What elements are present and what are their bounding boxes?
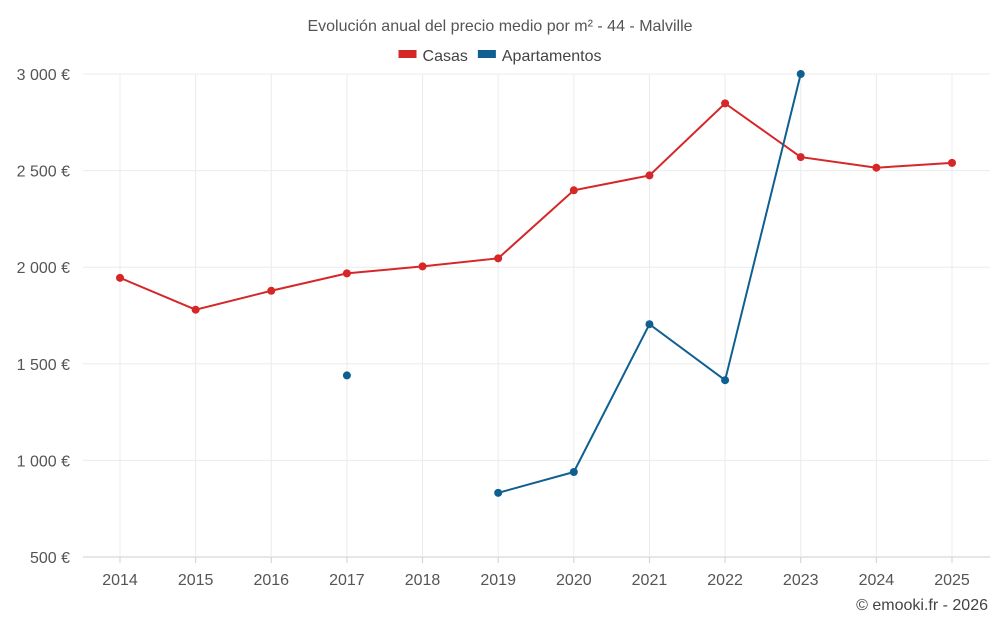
x-tick-label: 2021 — [632, 572, 668, 589]
x-tick-label: 2016 — [253, 572, 289, 589]
legend-swatch-casas — [398, 50, 417, 58]
data-point-casas[interactable] — [645, 171, 654, 180]
x-tick-label: 2022 — [707, 572, 743, 589]
series-layer — [116, 70, 956, 497]
data-point-casas[interactable] — [569, 186, 578, 195]
y-tick-label: 1 500 € — [17, 357, 70, 374]
chart-title: Evolución anual del precio medio por m² … — [307, 18, 692, 35]
data-point-casas[interactable] — [418, 262, 427, 271]
y-axis: 500 € 1 000 € 1 500 € 2 000 € 2 500 € 3 000 € — [17, 67, 70, 567]
data-point-casas[interactable] — [494, 254, 503, 263]
data-point-apartamentos[interactable] — [494, 488, 503, 497]
data-point-apartamentos[interactable] — [645, 320, 654, 329]
legend-label-casas[interactable]: Casas — [423, 48, 468, 65]
data-point-casas[interactable] — [948, 158, 956, 167]
y-tick-label: 500 € — [30, 550, 70, 567]
data-point-casas[interactable] — [191, 305, 200, 314]
series-line-casas — [119, 102, 953, 311]
x-tick-label: 2019 — [480, 572, 516, 589]
x-tick-label: 2017 — [329, 572, 365, 589]
x-tick-label: 2015 — [178, 572, 214, 589]
y-tick-label: 2 500 € — [17, 164, 70, 181]
data-point-casas[interactable] — [872, 163, 881, 172]
legend: Casas Apartamentos — [398, 48, 602, 65]
legend-label-apartamentos[interactable]: Apartamentos — [502, 48, 602, 65]
x-tick-label: 2024 — [859, 572, 895, 589]
grid — [83, 73, 990, 558]
x-tick-label: 2025 — [934, 572, 970, 589]
data-point-apartamentos[interactable] — [342, 371, 351, 380]
x-tick-label: 2014 — [102, 572, 138, 589]
y-tick-label: 1 000 € — [17, 453, 70, 470]
data-point-casas[interactable] — [796, 153, 805, 162]
x-tick-label: 2023 — [783, 572, 819, 589]
data-point-apartamentos[interactable] — [721, 376, 730, 385]
data-point-apartamentos[interactable] — [796, 70, 805, 78]
x-axis: 2014 2015 2016 2017 2018 2019 2020 2021 2022 2023… — [102, 557, 970, 589]
legend-swatch-apartamentos — [477, 50, 496, 58]
data-point-casas[interactable] — [116, 273, 124, 282]
data-point-apartamentos[interactable] — [569, 467, 578, 476]
y-tick-label: 3 000 € — [17, 67, 70, 84]
data-point-casas[interactable] — [267, 286, 276, 295]
x-tick-label: 2020 — [556, 572, 592, 589]
x-tick-label: 2018 — [405, 572, 441, 589]
y-tick-label: 2 000 € — [17, 260, 70, 277]
data-point-casas[interactable] — [342, 269, 351, 278]
credit-text: © emooki.fr - 2026 — [856, 597, 988, 614]
data-point-casas[interactable] — [721, 99, 730, 108]
